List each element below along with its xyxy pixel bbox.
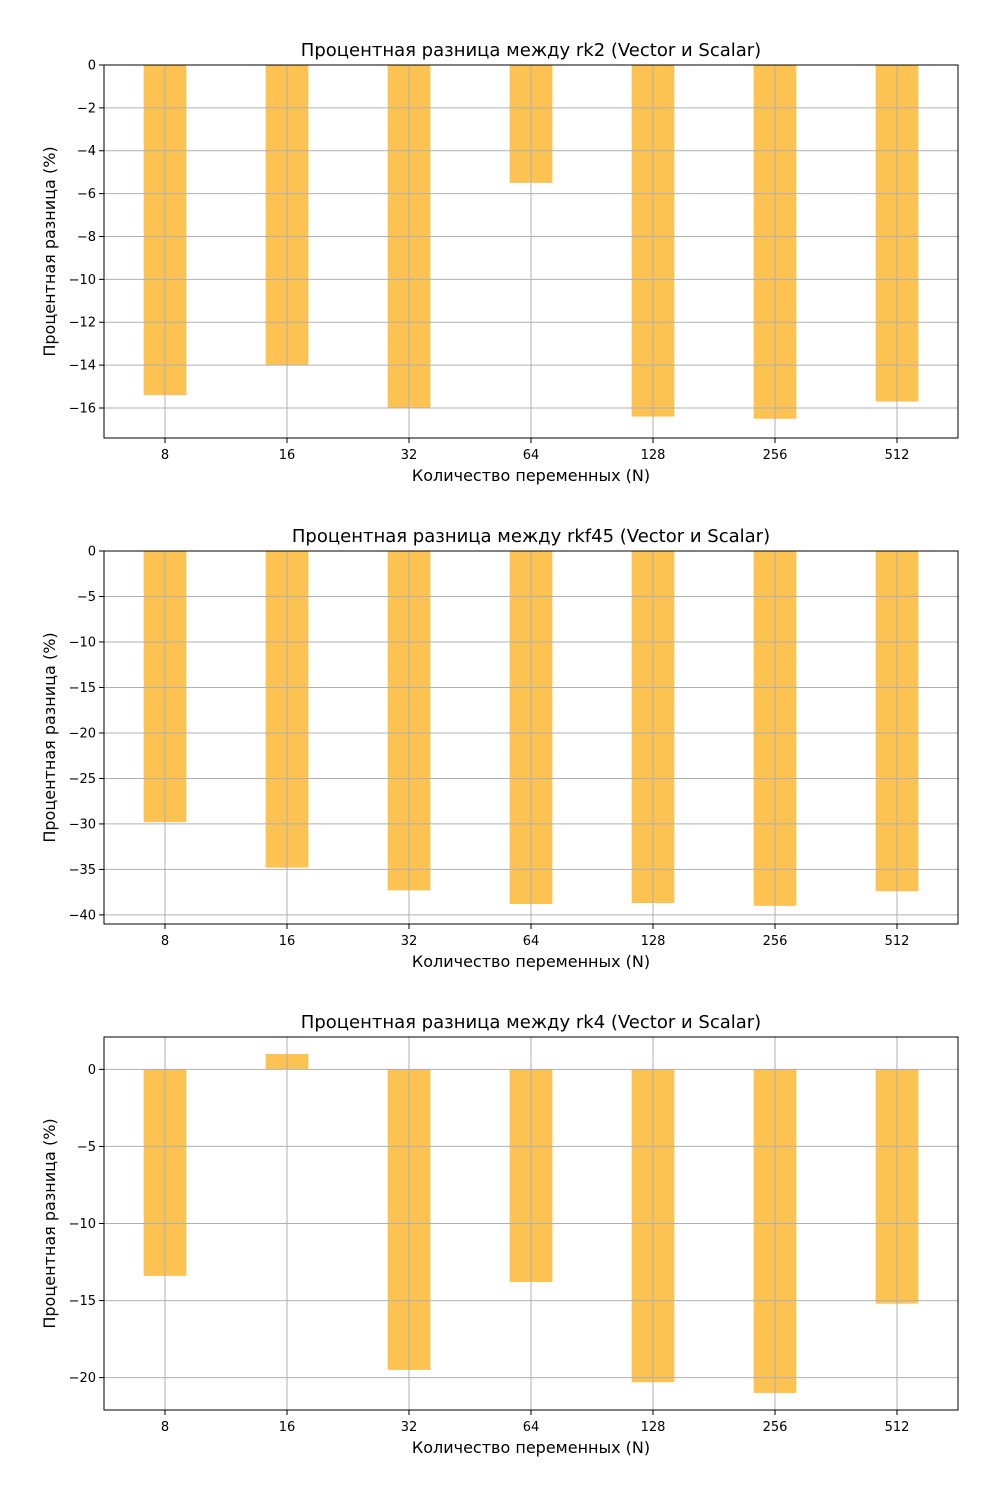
chart-title: Процентная разница между rk2 (Vector и S… — [301, 40, 761, 61]
x-tick-label: 8 — [161, 448, 169, 463]
plot-frame — [103, 550, 959, 925]
plot-frame — [103, 64, 959, 439]
x-tick-label: 512 — [885, 934, 910, 949]
plot-frame — [103, 1036, 959, 1411]
x-tick-label: 64 — [523, 934, 540, 949]
y-tick-label: −15 — [69, 1294, 96, 1309]
y-tick-label: −15 — [69, 681, 96, 696]
y-tick-label: −12 — [69, 316, 96, 331]
x-tick-label: 16 — [279, 448, 296, 463]
x-tick-label: 512 — [885, 448, 910, 463]
y-tick-label: 0 — [88, 545, 96, 560]
y-tick-label: −10 — [69, 635, 96, 650]
x-tick-label: 128 — [641, 448, 666, 463]
x-axis-label: Количество переменных (N) — [412, 952, 650, 971]
y-tick-label: −16 — [69, 401, 96, 416]
y-tick-label: −10 — [69, 273, 96, 288]
y-tick-label: −14 — [69, 359, 96, 374]
y-tick-label: −4 — [77, 144, 96, 159]
y-tick-label: −10 — [69, 1217, 96, 1232]
y-tick-label: 0 — [88, 59, 96, 74]
y-tick-label: −30 — [69, 817, 96, 832]
y-tick-label: −35 — [69, 863, 96, 878]
y-tick-label: −5 — [77, 590, 96, 605]
x-axis-label: Количество переменных (N) — [412, 1438, 650, 1457]
x-tick-label: 64 — [523, 448, 540, 463]
y-tick-label: −20 — [69, 1371, 96, 1386]
y-axis-label: Процентная разница (%) — [40, 1118, 59, 1328]
x-tick-label: 16 — [279, 934, 296, 949]
x-tick-label: 128 — [641, 1420, 666, 1435]
x-tick-label: 8 — [161, 934, 169, 949]
y-tick-label: −40 — [69, 908, 96, 923]
y-tick-label: 0 — [88, 1063, 96, 1078]
x-tick-label: 16 — [279, 1420, 296, 1435]
x-axis-label: Количество переменных (N) — [412, 466, 650, 485]
y-tick-label: −25 — [69, 772, 96, 787]
x-tick-label: 64 — [523, 1420, 540, 1435]
chart-title: Процентная разница между rk4 (Vector и S… — [301, 1012, 761, 1033]
x-tick-label: 512 — [885, 1420, 910, 1435]
y-tick-label: −2 — [77, 101, 96, 116]
chart-panel-3: 0 −5 −10 −15 −20 8 16 32 64 128 256 512 Процентная р… — [40, 1012, 959, 1457]
y-tick-label: −20 — [69, 726, 96, 741]
chart-panel-1: 0 −2 −4 −6 −8 −10 −12 −14 −16 8 16 32 64 128 256 512 Про… — [40, 40, 959, 485]
x-tick-label: 256 — [763, 1420, 788, 1435]
y-axis-label: Процентная разница (%) — [40, 632, 59, 842]
chart-panel-2: 0 −5 −10 −15 −20 −25 −30 −35 −40 8 16 32 64 128 256 512… — [40, 526, 959, 971]
x-tick-label: 32 — [401, 448, 418, 463]
x-tick-label: 256 — [763, 448, 788, 463]
x-tick-label: 128 — [641, 934, 666, 949]
x-tick-label: 8 — [161, 1420, 169, 1435]
y-tick-label: −6 — [77, 187, 96, 202]
x-tick-label: 32 — [401, 1420, 418, 1435]
y-tick-label: −5 — [77, 1140, 96, 1155]
y-tick-label: −8 — [77, 230, 96, 245]
y-axis-label: Процентная разница (%) — [40, 146, 59, 356]
x-tick-label: 32 — [401, 934, 418, 949]
x-tick-label: 256 — [763, 934, 788, 949]
chart-title: Процентная разница между rkf45 (Vector и… — [292, 526, 770, 547]
